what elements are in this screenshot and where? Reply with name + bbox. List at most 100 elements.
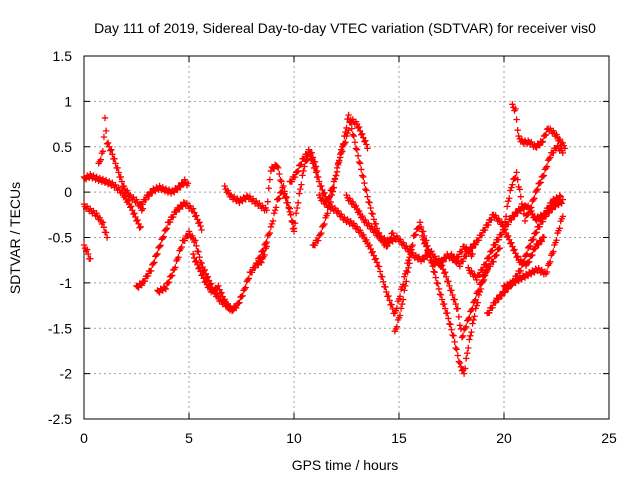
series-track-13 <box>316 191 415 317</box>
data-point <box>103 234 111 241</box>
data-point <box>528 204 535 211</box>
data-point <box>235 300 242 307</box>
data-point <box>161 284 169 292</box>
data-point <box>199 271 206 278</box>
data-point <box>360 173 367 181</box>
data-point <box>459 258 467 265</box>
data-point <box>177 183 184 191</box>
data-point <box>258 259 265 266</box>
data-point <box>311 164 319 172</box>
data-point <box>492 252 499 259</box>
data-point <box>455 313 463 321</box>
data-point <box>309 160 317 167</box>
data-point <box>495 245 502 253</box>
x-tick-label: 5 <box>185 430 193 446</box>
data-point <box>156 243 163 250</box>
data-point <box>482 260 490 268</box>
data-point <box>166 218 174 226</box>
data-point <box>520 259 528 266</box>
data-point <box>379 273 386 280</box>
data-point <box>404 269 411 276</box>
data-point <box>370 216 377 223</box>
data-point <box>543 163 551 170</box>
data-point <box>530 196 537 203</box>
data-point <box>498 231 506 238</box>
data-point <box>295 199 302 206</box>
data-point <box>421 256 428 263</box>
data-point <box>388 230 395 237</box>
data-point <box>488 247 495 255</box>
data-point <box>296 190 303 197</box>
data-point <box>460 370 468 377</box>
data-point <box>142 196 150 203</box>
data-point <box>190 250 197 258</box>
data-point <box>529 236 536 243</box>
data-point <box>164 279 172 287</box>
data-point <box>271 207 279 214</box>
data-point <box>445 278 452 285</box>
data-point <box>224 187 232 194</box>
data-point <box>438 262 446 269</box>
data-point <box>432 274 439 281</box>
data-point <box>350 132 358 140</box>
data-point <box>136 224 143 231</box>
data-point <box>411 232 418 239</box>
data-point <box>266 176 274 183</box>
data-point <box>181 176 188 183</box>
data-point <box>295 167 302 175</box>
data-point <box>347 119 354 126</box>
data-point <box>448 287 455 294</box>
data-point <box>346 117 353 125</box>
data-point <box>426 251 433 259</box>
data-point <box>380 278 387 285</box>
data-point <box>99 148 107 155</box>
data-point <box>511 246 518 253</box>
data-point <box>139 201 146 208</box>
data-point <box>268 220 276 228</box>
data-point <box>359 130 366 138</box>
data-point <box>501 218 509 225</box>
data-point <box>498 292 506 300</box>
data-point <box>263 238 270 246</box>
data-point <box>243 192 250 199</box>
data-point <box>512 105 519 113</box>
data-point <box>547 258 554 265</box>
data-point <box>138 282 145 289</box>
data-point <box>443 273 450 281</box>
data-point <box>324 210 331 217</box>
data-point <box>157 242 164 249</box>
data-point <box>451 338 458 346</box>
series-track-8 <box>190 243 270 314</box>
data-point <box>459 332 467 340</box>
data-point <box>532 244 539 252</box>
data-point <box>471 313 478 320</box>
data-point <box>545 209 553 217</box>
data-point <box>153 251 160 259</box>
data-point <box>102 127 110 135</box>
data-point <box>472 241 479 248</box>
data-point <box>537 179 544 186</box>
data-point <box>305 146 312 153</box>
data-point <box>475 237 482 244</box>
data-point <box>291 173 299 181</box>
data-point <box>442 305 449 312</box>
data-point <box>473 302 480 309</box>
data-point <box>449 291 456 299</box>
data-point <box>360 231 367 238</box>
data-point <box>550 149 557 157</box>
data-point <box>455 358 463 365</box>
data-point <box>284 199 291 206</box>
data-point <box>362 185 369 193</box>
data-point <box>195 248 202 255</box>
data-point <box>133 196 140 203</box>
data-point <box>531 195 538 202</box>
data-point <box>429 263 436 270</box>
data-point <box>317 231 324 238</box>
data-point <box>298 161 305 168</box>
data-point <box>466 336 473 343</box>
data-point <box>178 243 185 251</box>
data-point <box>524 210 532 218</box>
data-point <box>431 253 438 260</box>
series-track-16 <box>418 232 503 377</box>
data-point <box>321 189 328 196</box>
